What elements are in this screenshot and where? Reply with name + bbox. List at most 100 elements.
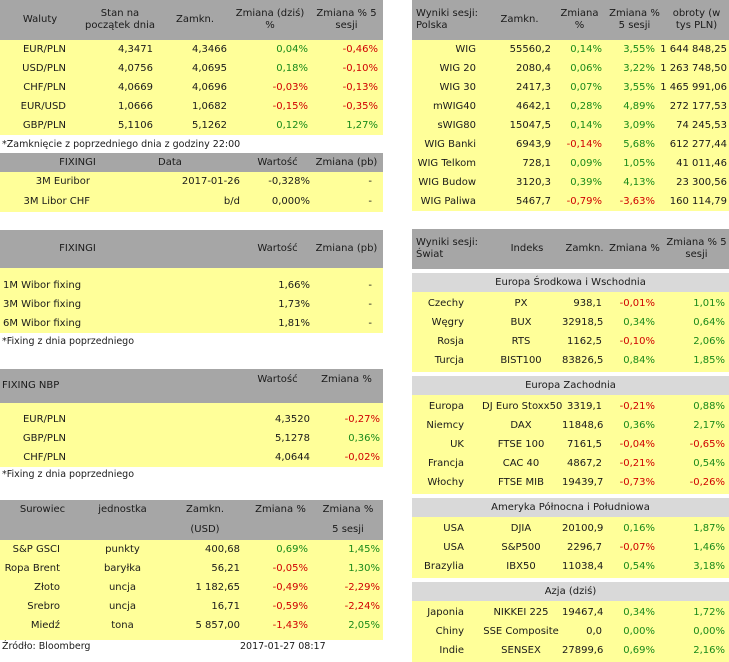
index-turnover-cell: 23 300,56 — [676, 177, 727, 188]
fixing-value-cell: -0,328% — [268, 176, 310, 187]
table-row: Czechy PX 938,1 -0,01% 1,01% — [412, 294, 729, 313]
table-row: Rosja RTS 1162,5 -0,10% 2,06% — [412, 332, 729, 351]
index-change5-cell: 3,22% — [623, 63, 655, 74]
country-cell: Czechy — [427, 298, 464, 309]
index-close-cell: 15047,5 — [509, 120, 551, 131]
surowce-col-zmiana5: Zmiana % — [322, 504, 374, 515]
change-5d-cell: -0,13% — [342, 82, 378, 93]
nbp-change-cell: 0,36% — [348, 433, 380, 444]
index-name-cell: WIG Budow — [418, 177, 476, 188]
table-row: Francja CAC 40 4867,2 -0,21% 0,54% — [412, 454, 729, 473]
table-row: GBP/PLN 5,1106 5,1262 0,12% 1,27% — [0, 116, 383, 135]
index-name-cell: BUX — [510, 317, 532, 328]
close-value-cell: 4,0696 — [192, 82, 227, 93]
index-change5-cell: 1,87% — [693, 523, 725, 534]
nbp-col-zmiana: Zmiana % — [321, 374, 372, 385]
nbp-col-wartosc: Wartość — [257, 374, 298, 385]
index-name-cell: DAX — [510, 420, 532, 431]
index-change-cell: -0,21% — [619, 458, 655, 469]
swiat-col-zmiana: Zmiana % — [609, 243, 660, 254]
commodity-unit-cell: baryłka — [103, 563, 142, 574]
index-close-cell: 938,1 — [573, 298, 602, 309]
index-change5-cell: 3,09% — [623, 120, 655, 131]
index-close-cell: 20100,9 — [562, 523, 604, 534]
swiat-header: Wyniki sesji: Świat Indeks Zamkn. Zmiana… — [412, 229, 729, 269]
index-turnover-cell: 1 644 848,25 — [660, 44, 727, 55]
commodity-name-cell: Złoto — [34, 582, 60, 593]
index-name-cell: FTSE 100 — [497, 439, 545, 450]
close-value-cell: 1,0682 — [192, 101, 227, 112]
table-row: EUR/PLN 4,3471 4,3466 0,04% -0,46% — [0, 40, 383, 59]
polska-col-zamkn: Zamkn. — [500, 14, 539, 25]
wibor-value-cell: 1,73% — [278, 299, 310, 310]
open-value-cell: 4,0756 — [118, 63, 153, 74]
table-row: Turcja BIST100 83826,5 0,84% 1,85% — [412, 351, 729, 370]
index-change-cell: -0,21% — [619, 401, 655, 412]
table-row: Brazylia IBX50 11038,4 0,54% 3,18% — [412, 557, 729, 576]
table-row: 1M Wibor fixing 1,66% - — [0, 276, 383, 295]
polska-table: Wyniki sesji: Polska Zamkn. Zmiana % Zmi… — [412, 0, 729, 212]
fixing-header: FIXINGI Data Wartość Zmiana (pb) — [0, 153, 383, 172]
close-value-cell: 5,1262 — [192, 120, 227, 131]
table-row: EUR/PLN 4,3520 -0,27% — [0, 410, 383, 429]
fixing-name-cell: 3M Euribor — [35, 176, 90, 187]
index-close-cell: 11848,6 — [562, 420, 604, 431]
polska-col-wyniki: Wyniki sesji: Polska — [416, 8, 478, 31]
index-change5-cell: 0,54% — [693, 458, 725, 469]
commodity-change-cell: -0,59% — [272, 601, 308, 612]
index-change5-cell: 1,05% — [623, 158, 655, 169]
nbp-col-name: FIXING NBP — [2, 380, 60, 391]
index-name-cell: BIST100 — [500, 355, 542, 366]
index-name-cell: sWIG80 — [437, 120, 476, 131]
commodity-change-cell: 0,69% — [276, 544, 308, 555]
country-cell: USA — [443, 542, 464, 553]
nbp-table: FIXING NBP Wartość Zmiana % EUR/PLN 4,352… — [0, 369, 383, 487]
fixing-name-cell: 3M Libor CHF — [23, 196, 90, 207]
wibor-value-cell: 1,66% — [278, 280, 310, 291]
open-value-cell: 5,1106 — [118, 120, 153, 131]
swiat-col-zamkn: Zamkn. — [565, 243, 604, 254]
index-turnover-cell: 1 465 991,06 — [660, 82, 727, 93]
index-close-cell: 55560,2 — [509, 44, 551, 55]
swiat-col-zmiana5: Zmiana % 5 sesji — [666, 237, 727, 260]
index-name-cell: mWIG40 — [432, 101, 476, 112]
commodity-change-cell: -0,49% — [272, 582, 308, 593]
index-change-cell: 0,09% — [570, 158, 602, 169]
wibor-col-zmiana: Zmiana (pb) — [315, 243, 378, 254]
country-cell: Indie — [439, 645, 464, 656]
index-change5-cell: -3,63% — [619, 196, 655, 207]
currency-pair-cell: USD/PLN — [22, 63, 66, 74]
index-change5-cell: 1,01% — [693, 298, 725, 309]
index-change5-cell: 1,46% — [693, 542, 725, 553]
index-name-cell: DJ Euro Stoxx50 — [482, 401, 563, 412]
index-change-cell: 0,14% — [570, 44, 602, 55]
commodity-change5-cell: -2,24% — [344, 601, 380, 612]
index-change-cell: 0,00% — [623, 626, 655, 637]
fixing-table: FIXINGI Data Wartość Zmiana (pb) 3M Euri… — [0, 153, 383, 212]
index-close-cell: 0,0 — [586, 626, 602, 637]
index-close-cell: 2296,7 — [567, 542, 602, 553]
currency-pair-cell: GBP/PLN — [22, 120, 66, 131]
commodity-name-cell: S&P GSCI — [12, 544, 60, 555]
change-5d-cell: 1,27% — [346, 120, 378, 131]
index-close-cell: 83826,5 — [562, 355, 604, 366]
country-cell: UK — [450, 439, 464, 450]
region-section-title: Azja (dziś) — [412, 582, 729, 601]
index-name-cell: WIG Banki — [424, 139, 476, 150]
wibor-name-cell: 1M Wibor fixing — [3, 280, 82, 291]
index-name-cell: WIG Telkom — [417, 158, 476, 169]
country-cell: Węgry — [431, 317, 464, 328]
index-close-cell: 6943,9 — [516, 139, 551, 150]
commodity-change5-cell: 2,05% — [348, 620, 380, 631]
surowce-col-zamkn: Zamkn. — [185, 504, 225, 515]
index-change5-cell: 0,64% — [693, 317, 725, 328]
change-today-cell: 0,04% — [276, 44, 308, 55]
country-cell: Chiny — [435, 626, 464, 637]
index-name-cell: WIG Paliwa — [420, 196, 476, 207]
table-row: EUR/USD 1,0666 1,0682 -0,15% -0,35% — [0, 97, 383, 116]
table-row: WIG 55560,2 0,14% 3,55% 1 644 848,25 — [412, 40, 729, 59]
index-turnover-cell: 612 277,44 — [669, 139, 727, 150]
fixing-col-wartosc: Wartość — [257, 156, 298, 168]
wibor-value-cell: 1,81% — [278, 318, 310, 329]
nbp-pair-cell: CHF/PLN — [23, 452, 66, 463]
